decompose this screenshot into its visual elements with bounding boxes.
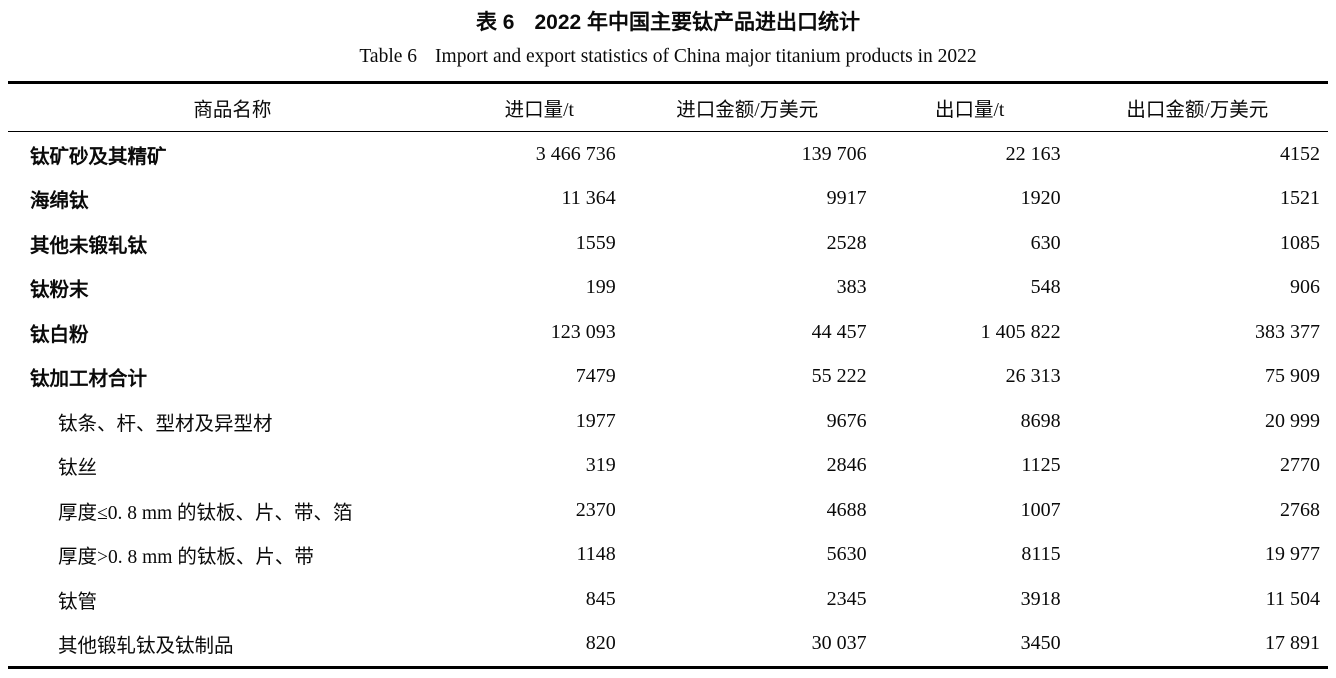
table-row: 厚度≤0. 8 mm 的钛板、片、带、箔 2370 4688 1007 2768 — [8, 488, 1328, 533]
export-value: 2770 — [1280, 454, 1320, 477]
export-value: 11 504 — [1265, 587, 1320, 610]
table-row: 厚度>0. 8 mm 的钛板、片、带 1148 5630 8115 19 977 — [8, 533, 1328, 578]
product-name: 厚度≤0. 8 mm 的钛板、片、带、箔 — [58, 502, 353, 524]
import-value: 5630 — [826, 543, 867, 566]
import-qty: 11 364 — [561, 187, 616, 210]
import-value: 139 706 — [801, 142, 867, 165]
table-header: 商品名称 进口量/t 进口金额/万美元 出口量/t 出口金额/万美元 — [8, 82, 1328, 132]
import-value: 9676 — [826, 409, 867, 432]
export-value: 19 977 — [1265, 543, 1320, 566]
table-row: 其他未锻轧钛 1559 2528 630 1085 — [8, 221, 1328, 266]
export-value: 20 999 — [1265, 409, 1320, 432]
import-qty: 7479 — [575, 365, 616, 388]
export-qty: 1125 — [1021, 454, 1061, 477]
export-qty: 22 163 — [1005, 142, 1061, 165]
export-qty: 26 313 — [1005, 365, 1061, 388]
export-qty: 548 — [1030, 276, 1061, 299]
export-qty: 1 405 822 — [980, 320, 1061, 343]
import-value: 44 457 — [811, 320, 867, 343]
import-value: 383 — [836, 276, 867, 299]
import-value: 9917 — [826, 187, 867, 210]
export-value: 383 377 — [1255, 320, 1320, 343]
product-name: 钛矿砂及其精矿 — [30, 145, 167, 168]
import-qty: 319 — [585, 454, 616, 477]
table-caption-zh: 表 6 2022 年中国主要钛产品进出口统计 — [8, 8, 1328, 38]
export-value: 2768 — [1280, 498, 1320, 521]
import-qty: 3 466 736 — [535, 142, 616, 165]
import-qty: 199 — [585, 276, 616, 299]
table-caption-zh-text: 2022 年中国主要钛产品进出口统计 — [534, 11, 861, 34]
product-name: 海绵钛 — [30, 190, 89, 213]
table-row: 钛丝 319 2846 1125 2770 — [8, 444, 1328, 489]
export-qty: 8115 — [1021, 543, 1061, 566]
import-qty: 123 093 — [550, 320, 616, 343]
import-qty: 820 — [585, 632, 616, 655]
table-row: 钛矿砂及其精矿 3 466 736 139 706 22 163 4152 — [8, 132, 1328, 177]
export-value: 17 891 — [1265, 632, 1320, 655]
product-name: 钛白粉 — [30, 323, 89, 346]
export-qty: 1920 — [1020, 187, 1061, 210]
table-row: 钛白粉 123 093 44 457 1 405 822 383 377 — [8, 310, 1328, 355]
export-value: 906 — [1290, 276, 1320, 299]
product-name: 其他锻轧钛及钛制品 — [58, 636, 234, 658]
import-value: 2528 — [826, 231, 867, 254]
export-qty: 3450 — [1020, 632, 1061, 655]
import-qty: 2370 — [575, 498, 616, 521]
table-caption-en-label: Table 6 — [359, 46, 418, 67]
product-name: 厚度>0. 8 mm 的钛板、片、带 — [58, 547, 314, 569]
table-row: 钛条、杆、型材及异型材 1977 9676 8698 20 999 — [8, 399, 1328, 444]
table-row: 海绵钛 11 364 9917 1920 1521 — [8, 177, 1328, 222]
col-header-export-qty: 出口量/t — [872, 82, 1067, 132]
table-caption-zh-label: 表 6 — [475, 11, 515, 34]
export-value: 1521 — [1280, 187, 1320, 210]
export-value: 1085 — [1280, 231, 1320, 254]
export-qty: 630 — [1030, 231, 1061, 254]
import-value: 2846 — [826, 454, 867, 477]
table-row: 钛管 845 2345 3918 11 504 — [8, 577, 1328, 622]
product-name: 钛丝 — [58, 458, 98, 480]
product-name: 其他未锻轧钛 — [30, 234, 148, 257]
import-value: 2345 — [826, 587, 867, 610]
import-qty: 845 — [585, 587, 616, 610]
table-body: 钛矿砂及其精矿 3 466 736 139 706 22 163 4152 海绵… — [8, 132, 1328, 668]
import-value: 55 222 — [811, 365, 867, 388]
product-name: 钛加工材合计 — [30, 368, 148, 391]
import-value: 4688 — [826, 498, 867, 521]
export-qty: 3918 — [1020, 587, 1061, 610]
export-value: 75 909 — [1265, 365, 1320, 388]
import-qty: 1977 — [575, 409, 616, 432]
export-value: 4152 — [1280, 142, 1320, 165]
import-value: 30 037 — [811, 632, 867, 655]
table-caption-en-text: Import and export statistics of China ma… — [435, 46, 977, 67]
table-row: 钛加工材合计 7479 55 222 26 313 75 909 — [8, 355, 1328, 400]
table-caption-en: Table 6 Import and export statistics of C… — [8, 44, 1328, 70]
product-name: 钛条、杆、型材及异型材 — [58, 413, 273, 435]
col-header-product-name: 商品名称 — [8, 82, 457, 132]
table-row: 其他锻轧钛及钛制品 820 30 037 3450 17 891 — [8, 622, 1328, 668]
import-export-table: 商品名称 进口量/t 进口金额/万美元 出口量/t 出口金额/万美元 钛矿砂及其… — [8, 81, 1328, 669]
export-qty: 1007 — [1020, 498, 1061, 521]
col-header-import-value: 进口金额/万美元 — [621, 82, 873, 132]
product-name: 钛粉末 — [30, 279, 89, 302]
product-name: 钛管 — [58, 591, 98, 613]
export-qty: 8698 — [1020, 409, 1061, 432]
import-qty: 1559 — [575, 231, 616, 254]
col-header-import-qty: 进口量/t — [456, 82, 622, 132]
col-header-export-value: 出口金额/万美元 — [1066, 82, 1328, 132]
import-qty: 1148 — [576, 543, 616, 566]
table-row: 钛粉末 199 383 548 906 — [8, 266, 1328, 311]
header-row: 商品名称 进口量/t 进口金额/万美元 出口量/t 出口金额/万美元 — [8, 82, 1328, 132]
